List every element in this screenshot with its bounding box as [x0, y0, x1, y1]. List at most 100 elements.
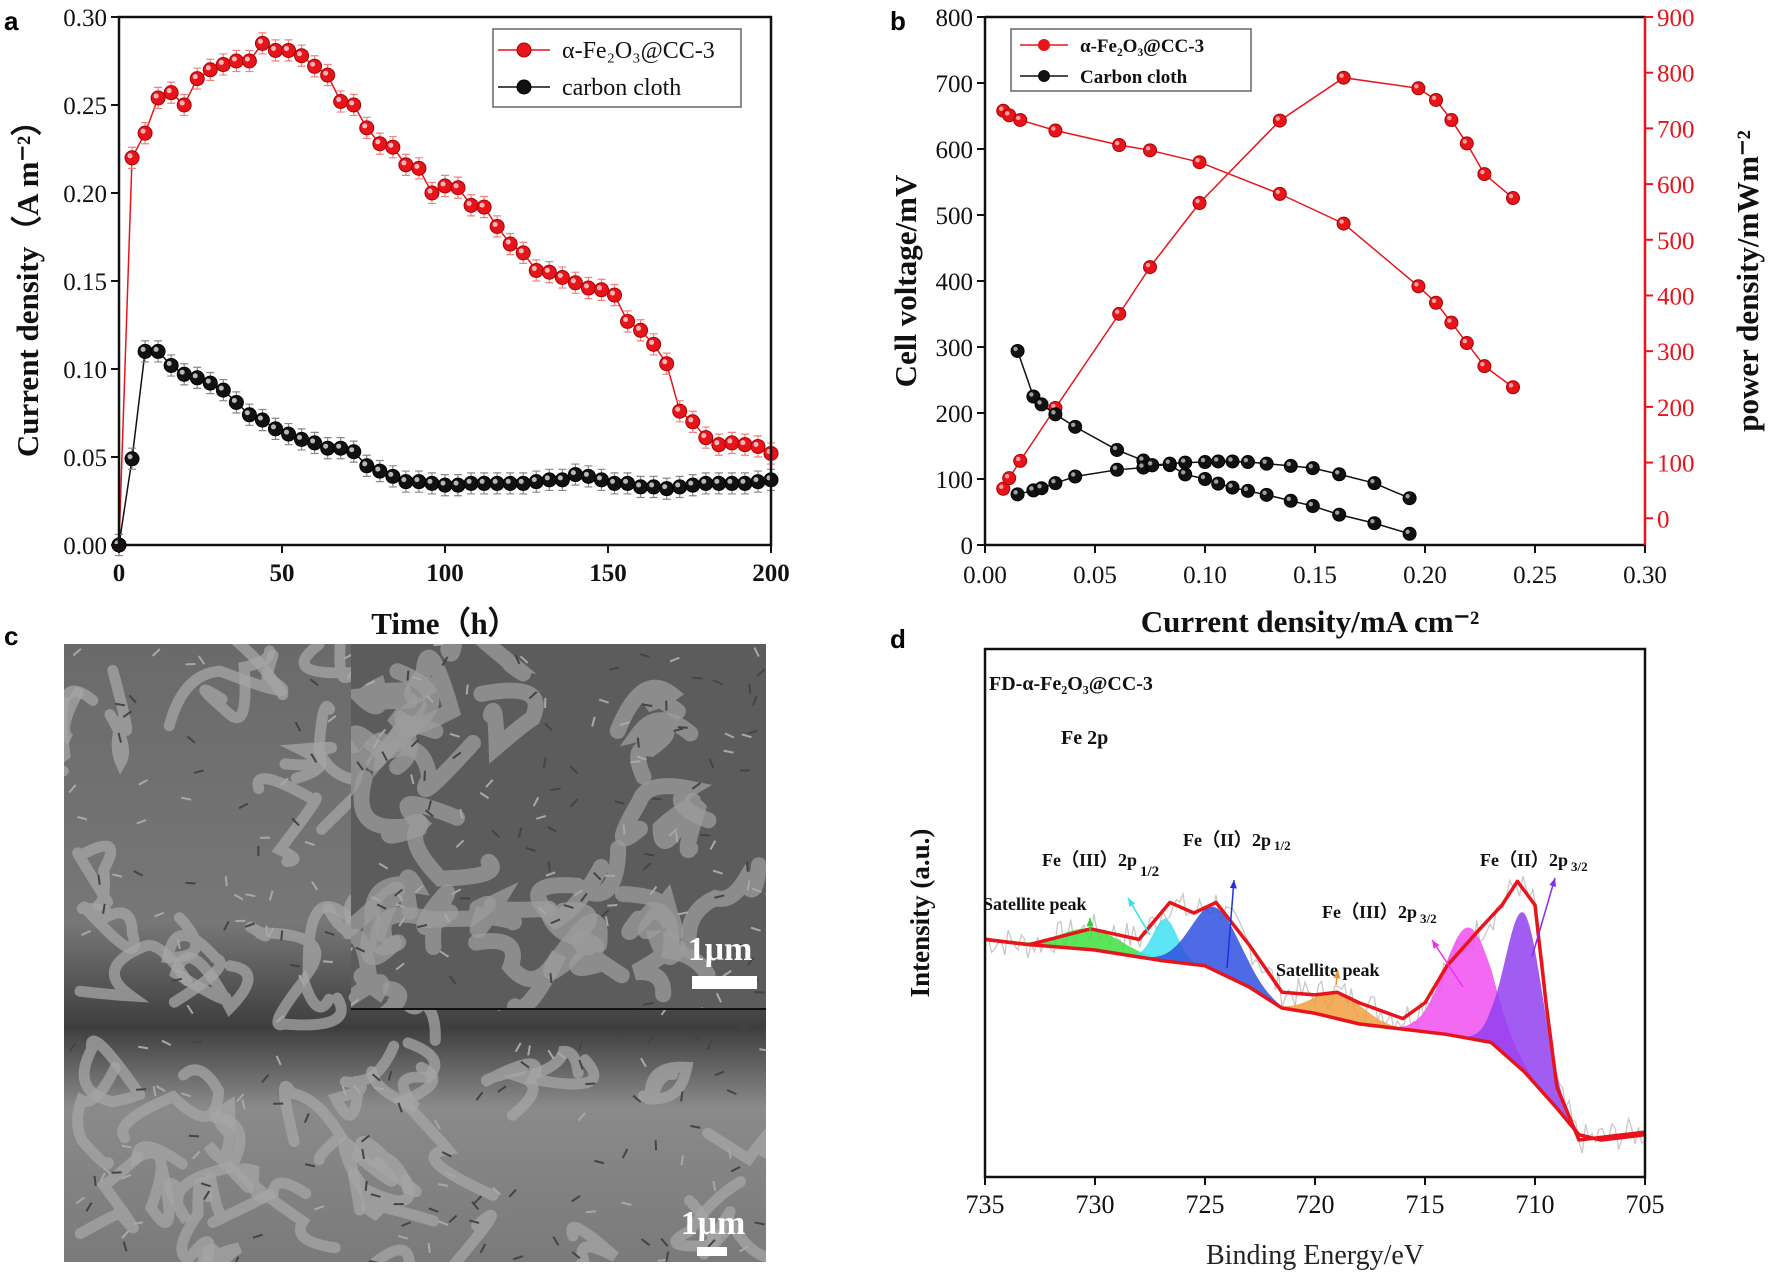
sem-fiber	[199, 645, 276, 724]
y-tick-label: 0.00	[63, 533, 107, 560]
data-point	[711, 437, 727, 453]
sem-crystal	[185, 881, 196, 885]
data-point-highlight	[570, 470, 576, 476]
data-point-highlight	[1335, 470, 1340, 475]
panel-d-chart: 735 730 725 720 715 710 705 FD-α-Fe₂O₃@CC-3 Fe…	[905, 647, 1665, 1271]
data-point-highlight	[1112, 465, 1118, 471]
sem-crystal	[238, 802, 249, 810]
sem-crystal	[707, 1238, 716, 1248]
data-point-highlight	[1447, 318, 1452, 323]
x-tick-label: 0	[113, 560, 126, 587]
sem-crystal	[473, 1195, 483, 1204]
sem-crystal	[361, 1148, 365, 1160]
sem-crystal	[75, 1196, 85, 1205]
sem-crystal	[152, 1086, 157, 1097]
sem-crystal	[680, 1155, 684, 1166]
data-point	[202, 375, 218, 391]
sem-crystal	[448, 975, 457, 985]
sem-crystal	[352, 1084, 361, 1094]
sem-crystal	[665, 1251, 670, 1262]
sem-crystal	[93, 1175, 97, 1186]
sem-crystal	[598, 698, 609, 704]
data-point	[137, 343, 153, 359]
arrow-head-icon	[1229, 880, 1237, 889]
sem-crystal	[114, 702, 126, 707]
data-point	[1283, 493, 1298, 508]
panel-label-d: d	[890, 624, 906, 654]
sem-crystal	[738, 1245, 749, 1253]
data-point-highlight	[1243, 486, 1249, 492]
data-point	[1411, 279, 1426, 294]
series-line-0	[1002, 110, 1514, 388]
sem-crystal	[267, 927, 274, 938]
sem-fiber	[205, 1172, 312, 1228]
sem-crystal	[700, 833, 711, 837]
x-tick-label: 0.15	[1293, 562, 1337, 589]
y-tick-label: 0.30	[63, 5, 107, 32]
data-point-highlight	[1414, 282, 1419, 287]
sem-crystal	[514, 654, 521, 665]
data-point-highlight	[1195, 198, 1200, 204]
sem-fiber	[196, 1242, 243, 1262]
data-point	[515, 245, 531, 261]
data-point	[1332, 467, 1347, 482]
fitted-peak-3	[1242, 983, 1436, 1034]
data-point	[1367, 516, 1382, 531]
data-point-highlight	[166, 360, 172, 366]
sem-crystal	[304, 1163, 316, 1168]
data-point	[1068, 419, 1083, 434]
sem-crystal	[441, 1151, 452, 1158]
sem-crystal	[186, 1004, 194, 1015]
data-point	[567, 275, 583, 291]
data-point-highlight	[492, 478, 498, 484]
sem-crystal	[314, 1205, 325, 1211]
sem-crystal	[411, 675, 422, 681]
sem-crystal	[181, 796, 192, 801]
data-point-highlight	[362, 461, 368, 467]
sem-fiber	[64, 685, 99, 777]
data-point	[1402, 491, 1417, 506]
data-point-highlight	[675, 406, 681, 412]
data-point-highlight	[284, 429, 290, 435]
data-point-highlight	[1051, 126, 1056, 131]
sem-crystal	[371, 1073, 381, 1082]
data-point	[554, 269, 570, 285]
sem-fiber	[481, 1054, 600, 1090]
panel-b-chart: 0.00 0.05 0.10 0.15 0.20 0.25 0.30 0 100 200 300 40…	[888, 5, 1765, 639]
data-point	[372, 463, 388, 479]
sem-crystal	[640, 1238, 651, 1247]
y-tick-label: 800	[936, 5, 974, 32]
sem-crystal	[154, 911, 165, 918]
sem-crystal	[746, 880, 751, 891]
data-point-highlight	[1037, 400, 1042, 405]
data-point	[267, 421, 283, 437]
data-point-highlight	[740, 478, 746, 484]
sem-crystal	[471, 1201, 480, 1211]
sem-crystal	[81, 930, 92, 936]
sem-crystal	[304, 840, 315, 846]
annotation-fe2-2p32: Fe（II）2p 3/2	[1480, 850, 1588, 874]
sem-crystal	[569, 798, 579, 808]
sem-fiber	[78, 1035, 146, 1108]
sem-crystal	[341, 1085, 347, 1096]
y-tick-label: 0.15	[63, 269, 107, 296]
data-point-highlight	[1013, 490, 1018, 495]
data-point	[463, 475, 479, 491]
sem-crystal	[97, 874, 101, 885]
data-point-highlight	[375, 139, 381, 145]
data-point-highlight	[999, 484, 1004, 489]
data-point	[385, 468, 401, 484]
data-point	[1198, 455, 1212, 470]
panel-a-ylabel: Current density（A m⁻²）	[10, 105, 45, 457]
sem-crystal	[636, 755, 647, 761]
data-point-highlight	[1308, 501, 1314, 507]
data-point-highlight	[1243, 457, 1249, 463]
sem-crystal	[370, 895, 381, 902]
data-point	[541, 472, 557, 488]
data-point-highlight	[1016, 115, 1021, 121]
arrow-line	[1226, 879, 1235, 969]
data-point-highlight	[153, 93, 159, 99]
data-point-highlight	[1370, 478, 1375, 484]
data-point-highlight	[179, 100, 185, 106]
sem-crystal	[324, 930, 335, 937]
